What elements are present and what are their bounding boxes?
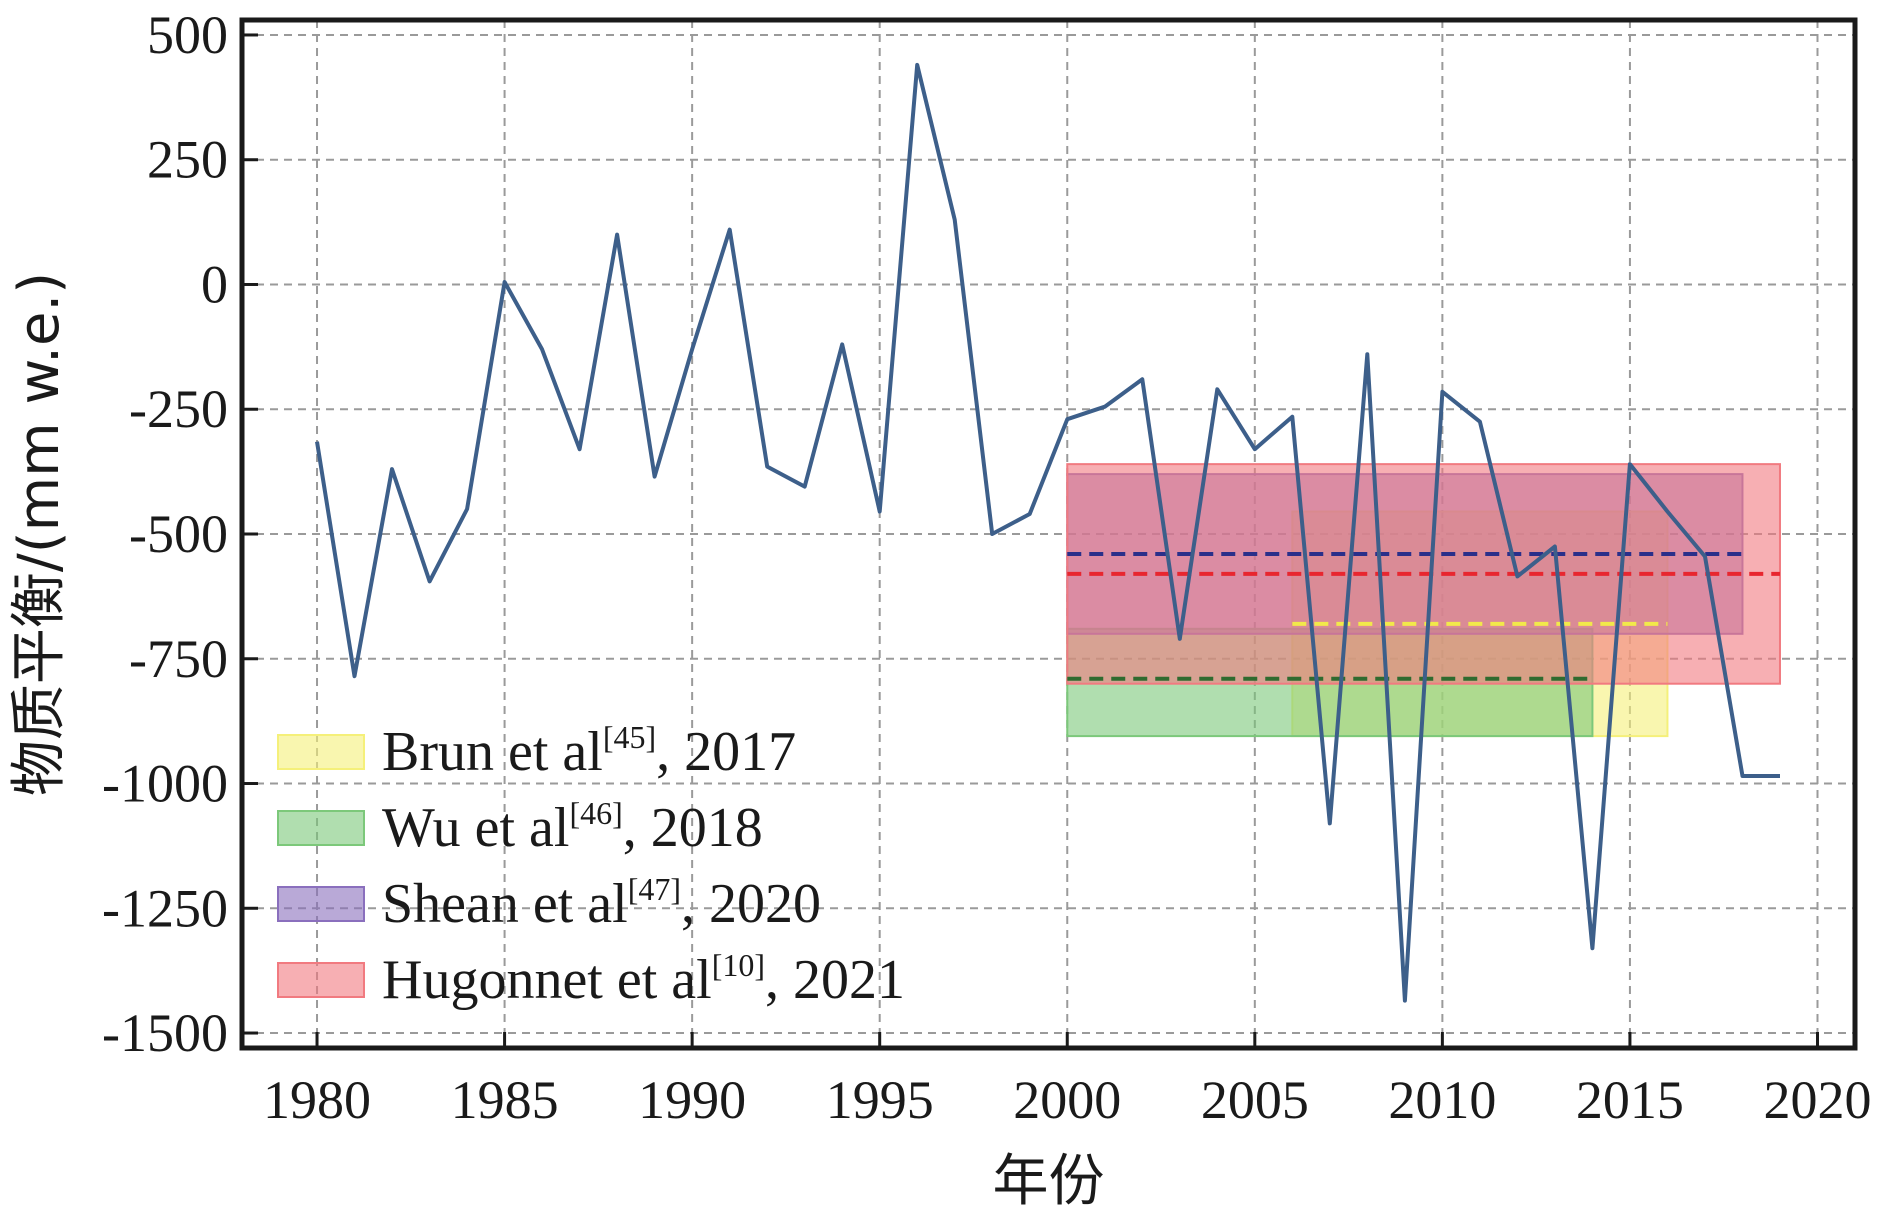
legend-swatch-0 <box>277 734 365 770</box>
y-tick-label: 500 <box>147 5 228 65</box>
x-tick-label: 2005 <box>1201 1070 1309 1130</box>
ticks <box>242 33 1819 1048</box>
x-tick-labels: 1980 1985 1990 1995 2000 2005 2010 2015 2020 <box>263 1070 1871 1130</box>
legend-label-3: Hugonnet et al[10], 2021 <box>382 947 905 1011</box>
y-tick-label: 250 <box>147 130 228 190</box>
legend-label-0: Brun et al[45], 2017 <box>382 719 796 783</box>
x-tick-label: 2015 <box>1576 1070 1684 1130</box>
y-tick-labels: 500 250 0 -250 -500 -750 -1000 -1250 -1500 <box>102 5 228 1063</box>
y-tick-label: -1250 <box>102 878 228 938</box>
legend-label-1: Wu et al[46], 2018 <box>382 795 763 859</box>
x-tick-label: 2000 <box>1013 1070 1121 1130</box>
legend-label-2: Shean et al[47], 2020 <box>382 871 821 935</box>
x-tick-label: 2020 <box>1763 1070 1871 1130</box>
x-tick-label: 1990 <box>638 1070 746 1130</box>
x-tick-label: 1995 <box>826 1070 934 1130</box>
y-tick-label: -750 <box>129 629 228 689</box>
x-tick-label: 1985 <box>451 1070 559 1130</box>
x-axis-title: 年份 <box>993 1149 1105 1214</box>
legend: Brun et al[45], 2017 Wu et al[46], 2018 Sh… <box>277 719 905 1011</box>
legend-swatch-3 <box>277 962 365 998</box>
y-tick-label: -250 <box>129 379 228 439</box>
y-tick-label: 0 <box>201 254 228 314</box>
series <box>315 62 1780 1003</box>
legend-swatch-1 <box>277 810 365 846</box>
x-tick-label: 1980 <box>263 1070 371 1130</box>
band-means <box>1067 551 1780 681</box>
x-tick-label: 2010 <box>1388 1070 1496 1130</box>
y-tick-label: -500 <box>129 504 228 564</box>
series-line-0 <box>315 62 1780 1003</box>
y-axis-title: 物质平衡/(mm w.e.) <box>7 272 72 796</box>
y-tick-label: -1000 <box>102 754 228 814</box>
y-tick-label: -1500 <box>102 1003 228 1063</box>
legend-swatch-2 <box>277 886 365 922</box>
